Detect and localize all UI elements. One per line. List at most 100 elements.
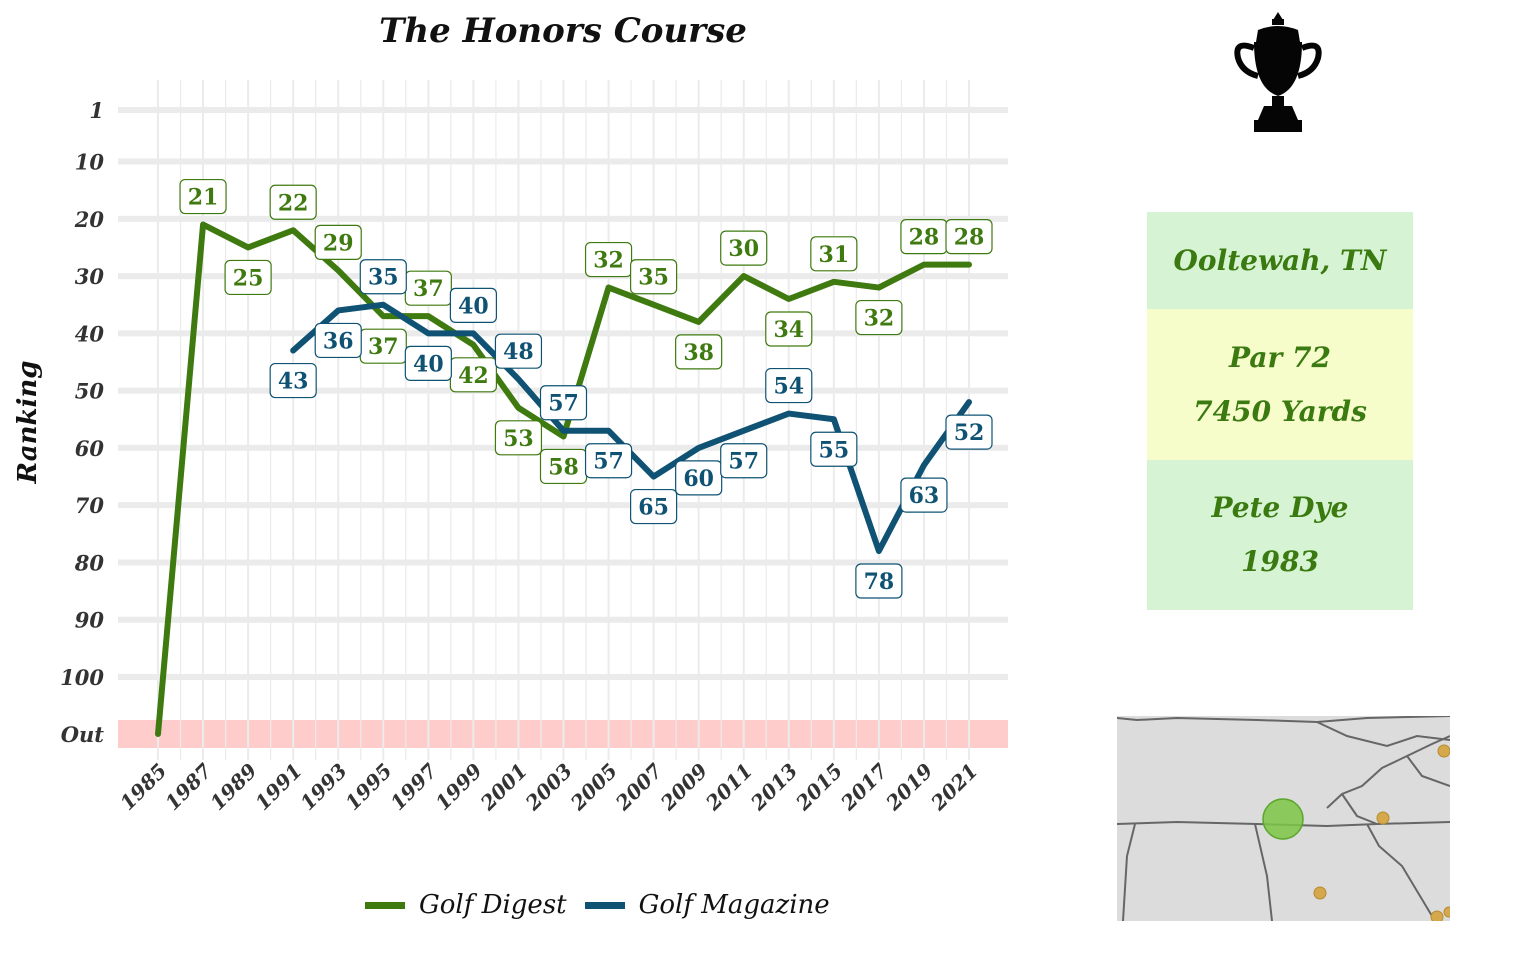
data-label-text: 34 — [773, 317, 804, 343]
data-label-box — [855, 563, 903, 599]
x-tick-label: 2019 — [880, 759, 937, 816]
y-tick-label: 1 — [89, 98, 104, 123]
data-label-text: 32 — [864, 306, 895, 332]
x-tick-label: 1993 — [295, 759, 351, 815]
x-tick-label: 2003 — [520, 759, 577, 816]
data-label: 57 — [584, 443, 633, 479]
data-label-text: 28 — [909, 225, 940, 251]
architect-text: Pete Dye — [1211, 491, 1349, 524]
data-label-box — [584, 443, 633, 479]
data-label-box — [630, 488, 678, 525]
data-label-text: 42 — [458, 363, 489, 389]
data-label-text: 58 — [548, 454, 579, 480]
data-label-text: 31 — [819, 242, 850, 268]
data-label-text: 32 — [593, 248, 624, 274]
data-label: 36 — [314, 322, 362, 359]
data-label: 57 — [539, 385, 588, 421]
ranking-chart: The Honors Course 1 10 20 30 40 50 60 70 80 90 100… — [13, 11, 1008, 816]
data-label-text: 57 — [728, 449, 759, 475]
y-tick-label: 10 — [75, 150, 105, 175]
series-line-golf-digest — [155, 221, 972, 737]
data-label-text: 30 — [728, 236, 759, 262]
data-label: 42 — [449, 357, 497, 393]
data-label-text: 53 — [503, 426, 534, 452]
data-label-box — [269, 184, 317, 220]
data-label-box — [765, 367, 813, 404]
location-text: Ooltewah, TN — [1173, 243, 1387, 277]
data-label-box — [765, 311, 813, 347]
x-tick-label: 2005 — [565, 759, 622, 816]
y-tick-label: 70 — [75, 493, 105, 518]
data-label-box — [720, 443, 768, 479]
data-label: 58 — [539, 448, 588, 485]
data-label-text: 36 — [323, 328, 354, 354]
data-label: 65 — [630, 488, 678, 525]
data-label: 28 — [945, 219, 993, 255]
y-tick-label: 40 — [75, 321, 105, 346]
data-label-box — [224, 259, 272, 296]
data-label: 34 — [765, 311, 813, 347]
data-label-text: 40 — [458, 293, 489, 319]
x-tick-label: 2013 — [745, 759, 802, 816]
data-label-box — [314, 224, 362, 260]
y-tick-label: Out — [61, 722, 105, 747]
data-label-text: 35 — [638, 265, 669, 291]
data-label-text: 37 — [368, 334, 399, 360]
data-label: 22 — [269, 184, 317, 220]
chart-title: The Honors Course — [379, 11, 747, 51]
data-label: 48 — [494, 333, 543, 369]
data-label: 21 — [179, 178, 227, 215]
data-label: 63 — [900, 477, 948, 513]
data-label: 52 — [945, 414, 993, 450]
data-label-text: 43 — [278, 369, 309, 395]
x-tick-label: 2015 — [790, 759, 847, 816]
x-tick-label: 2021 — [925, 759, 982, 816]
legend-label-golf-digest: Golf Digest — [419, 890, 567, 920]
x-axis-ticks: 1985198719891991199319951997199920012003… — [115, 759, 982, 816]
data-label-text: 65 — [638, 495, 669, 521]
data-label: 32 — [584, 241, 633, 278]
x-tick-label: 2001 — [475, 759, 532, 816]
x-tick-label: 1991 — [250, 759, 306, 815]
data-label-box — [494, 333, 543, 369]
data-label-box — [945, 414, 993, 450]
architect-box: Pete Dye 1983 — [1147, 460, 1413, 610]
data-labels: 21 25 22 29 37 37 42 53 58 32 35 38 30 34 31 32 28 28 43 36… — [179, 178, 993, 599]
data-label-box — [810, 236, 858, 272]
year-built-text: 1983 — [1241, 545, 1319, 578]
par-text: Par 72 — [1229, 340, 1331, 374]
y-tick-label: 80 — [74, 550, 105, 575]
data-label-text: 38 — [683, 340, 714, 366]
x-tick-label: 1999 — [431, 759, 487, 815]
data-label: 37 — [404, 270, 452, 306]
data-label-text: 25 — [233, 265, 264, 291]
data-label-box — [675, 334, 723, 370]
legend-swatch-golf-magazine — [584, 901, 625, 909]
y-tick-label: 20 — [74, 207, 105, 232]
data-label-box — [810, 431, 858, 467]
data-label: 57 — [720, 443, 768, 479]
region-map — [1117, 716, 1450, 921]
x-tick-label: 1987 — [160, 759, 216, 815]
legend-swatch-golf-digest — [365, 901, 405, 909]
data-label: 28 — [900, 219, 948, 255]
data-label-box — [494, 420, 543, 456]
data-label: 35 — [630, 259, 678, 295]
data-label-text: 21 — [188, 185, 219, 211]
data-label-box — [269, 362, 317, 399]
y-axis-ticks: 1 10 20 30 40 50 60 70 80 90 100 Out — [60, 98, 104, 747]
data-label-text: 48 — [503, 339, 534, 365]
data-label-box — [945, 219, 993, 255]
data-label-text: 37 — [413, 276, 444, 302]
data-label-box — [855, 299, 903, 336]
data-label-text: 63 — [909, 483, 940, 509]
data-label-text: 55 — [819, 437, 850, 463]
y-axis-label: Ranking — [13, 361, 43, 485]
data-label-text: 57 — [593, 449, 624, 475]
data-label-text: 22 — [278, 190, 309, 216]
data-label-text: 57 — [548, 391, 579, 417]
data-label-box — [900, 477, 948, 513]
data-label-box — [584, 241, 633, 278]
data-label-box — [675, 460, 723, 496]
x-tick-label: 2017 — [835, 759, 892, 816]
